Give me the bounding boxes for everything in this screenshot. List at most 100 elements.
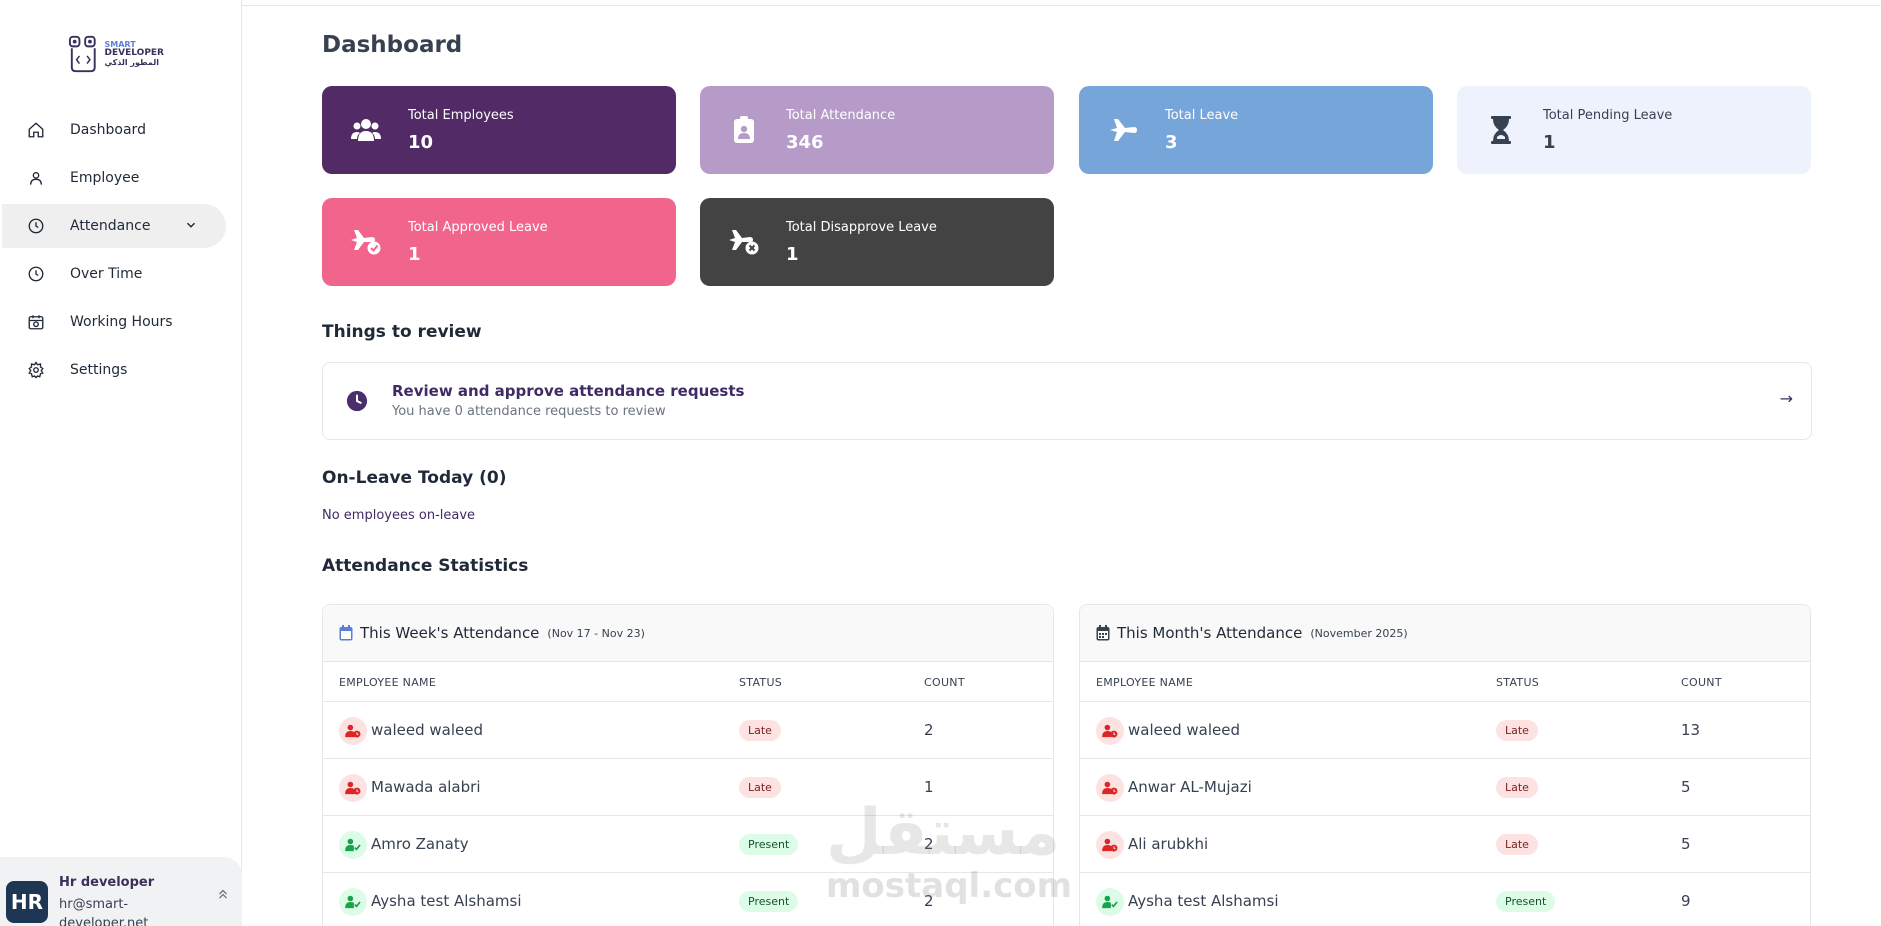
user-clock-icon xyxy=(1096,717,1124,745)
stat-value: 346 xyxy=(786,132,824,153)
employee-name: Aysha test Alshamsi xyxy=(1128,892,1279,910)
sidebar-item-label: Over Time xyxy=(70,266,143,282)
top-divider xyxy=(242,5,1881,6)
table-header: EMPLOYEE NAME STATUS COUNT xyxy=(1080,662,1810,702)
panel-range: (November 2025) xyxy=(1310,626,1408,640)
column-header-employee-name: EMPLOYEE NAME xyxy=(339,676,437,689)
clipboard-user-icon xyxy=(726,114,762,146)
logo-text: SMART DEVELOPER المطور الذكي xyxy=(104,39,164,67)
stat-card-total-leave[interactable]: Total Leave 3 xyxy=(1079,86,1433,174)
column-header-count: COUNT xyxy=(924,676,965,689)
sidebar-item-working-hours[interactable]: Working Hours xyxy=(0,300,242,344)
plane-icon xyxy=(1105,114,1141,146)
logo-line-2: DEVELOPER xyxy=(104,48,164,59)
column-header-employee-name: EMPLOYEE NAME xyxy=(1096,676,1194,689)
stat-value: 3 xyxy=(1165,132,1178,153)
attendance-count: 2 xyxy=(924,892,934,910)
table-row[interactable]: Aysha test Alshamsi Present 9 xyxy=(1080,873,1810,926)
review-title: Review and approve attendance requests xyxy=(392,382,745,400)
stat-label: Total Disapprove Leave xyxy=(786,220,937,235)
employee-name: Mawada alabri xyxy=(371,778,481,796)
clock-icon xyxy=(26,216,46,236)
calendar-clock-icon xyxy=(26,312,46,332)
table-row[interactable]: waleed waleed Late 2 xyxy=(323,702,1053,759)
attendance-count: 2 xyxy=(924,835,934,853)
column-header-count: COUNT xyxy=(1681,676,1722,689)
sidebar-nav: Dashboard Employee Attendance Over Time xyxy=(0,108,242,396)
employee-name: Anwar AL-Mujazi xyxy=(1128,778,1252,796)
sidebar-item-label: Attendance xyxy=(70,218,151,234)
panel-header: This Month's Attendance (November 2025) xyxy=(1080,605,1810,662)
table-row[interactable]: Ali arubkhi Late 5 xyxy=(1080,816,1810,873)
avatar: HR xyxy=(6,881,48,923)
attendance-count: 13 xyxy=(1681,721,1701,739)
app-logo[interactable]: SMART DEVELOPER المطور الذكي xyxy=(68,32,164,76)
sidebar-item-employee[interactable]: Employee xyxy=(0,156,242,200)
status-badge: Late xyxy=(739,720,781,741)
stat-card-total-pending-leave[interactable]: Total Pending Leave 1 xyxy=(1457,86,1811,174)
users-icon xyxy=(348,114,384,146)
user-check-icon xyxy=(1096,888,1124,916)
home-icon xyxy=(26,120,46,140)
review-attendance-requests-card[interactable]: Review and approve attendance requests Y… xyxy=(322,362,1812,440)
status-badge: Late xyxy=(1496,777,1538,798)
hourglass-icon xyxy=(1483,114,1519,146)
stat-value: 1 xyxy=(786,244,799,265)
sidebar-item-settings[interactable]: Settings xyxy=(0,348,242,392)
sidebar-item-attendance[interactable]: Attendance xyxy=(2,204,226,248)
status-badge: Present xyxy=(739,891,799,912)
table-row[interactable]: Anwar AL-Mujazi Late 5 xyxy=(1080,759,1810,816)
status-badge: Late xyxy=(739,777,781,798)
attendance-count: 2 xyxy=(924,721,934,739)
column-header-status: STATUS xyxy=(1496,676,1540,689)
stat-value: 1 xyxy=(408,244,421,265)
table-row[interactable]: Mawada alabri Late 1 xyxy=(323,759,1053,816)
attendance-count: 5 xyxy=(1681,835,1691,853)
employee-name: waleed waleed xyxy=(1128,721,1240,739)
attendance-count: 5 xyxy=(1681,778,1691,796)
chevron-down-icon[interactable] xyxy=(184,218,198,232)
on-leave-empty-text: No employees on-leave xyxy=(322,508,476,523)
user-clock-icon xyxy=(1096,831,1124,859)
plane-x-icon xyxy=(726,226,762,258)
table-row[interactable]: waleed waleed Late 13 xyxy=(1080,702,1810,759)
stat-label: Total Employees xyxy=(408,108,514,123)
stat-label: Total Pending Leave xyxy=(1543,108,1673,123)
panel-range: (Nov 17 - Nov 23) xyxy=(547,626,645,640)
stat-card-total-approved-leave[interactable]: Total Approved Leave 1 xyxy=(322,198,676,286)
user-icon xyxy=(26,168,46,188)
clock-icon xyxy=(346,390,368,412)
sidebar-item-over-time[interactable]: Over Time xyxy=(0,252,242,296)
attendance-count: 9 xyxy=(1681,892,1691,910)
user-check-icon xyxy=(339,831,367,859)
user-profile-card[interactable]: HR Hr developer hr@smart-developer.net xyxy=(0,857,242,926)
gear-icon xyxy=(26,360,46,380)
chevron-double-up-icon[interactable] xyxy=(216,887,230,901)
table-header: EMPLOYEE NAME STATUS COUNT xyxy=(323,662,1053,702)
arrow-right-icon[interactable]: → xyxy=(1779,389,1793,408)
stat-card-total-employees[interactable]: Total Employees 10 xyxy=(322,86,676,174)
status-badge: Late xyxy=(1496,834,1538,855)
section-title-on-leave-today: On-Leave Today (0) xyxy=(322,468,507,488)
sidebar-item-label: Settings xyxy=(70,362,128,378)
status-badge: Late xyxy=(1496,720,1538,741)
status-badge: Present xyxy=(739,834,799,855)
user-email: hr@smart-developer.net xyxy=(59,897,149,926)
stat-card-total-attendance[interactable]: Total Attendance 346 xyxy=(700,86,1054,174)
stat-label: Total Approved Leave xyxy=(408,220,548,235)
logo-line-1: SMART xyxy=(104,39,136,49)
month-attendance-panel: This Month's Attendance (November 2025) … xyxy=(1079,604,1811,926)
stat-card-total-disapprove-leave[interactable]: Total Disapprove Leave 1 xyxy=(700,198,1054,286)
table-row[interactable]: Aysha test Alshamsi Present 2 xyxy=(323,873,1053,926)
user-check-icon xyxy=(339,888,367,916)
review-subtitle: You have 0 attendance requests to review xyxy=(392,404,666,419)
employee-name: Amro Zanaty xyxy=(371,835,469,853)
plane-check-icon xyxy=(348,226,384,258)
week-attendance-panel: This Week's Attendance (Nov 17 - Nov 23)… xyxy=(322,604,1054,926)
user-clock-icon xyxy=(339,774,367,802)
table-row[interactable]: Amro Zanaty Present 2 xyxy=(323,816,1053,873)
calendar-icon xyxy=(1096,625,1110,641)
sidebar: SMART DEVELOPER المطور الذكي Dashboard E… xyxy=(0,0,242,926)
attendance-count: 1 xyxy=(924,778,934,796)
sidebar-item-dashboard[interactable]: Dashboard xyxy=(0,108,242,152)
